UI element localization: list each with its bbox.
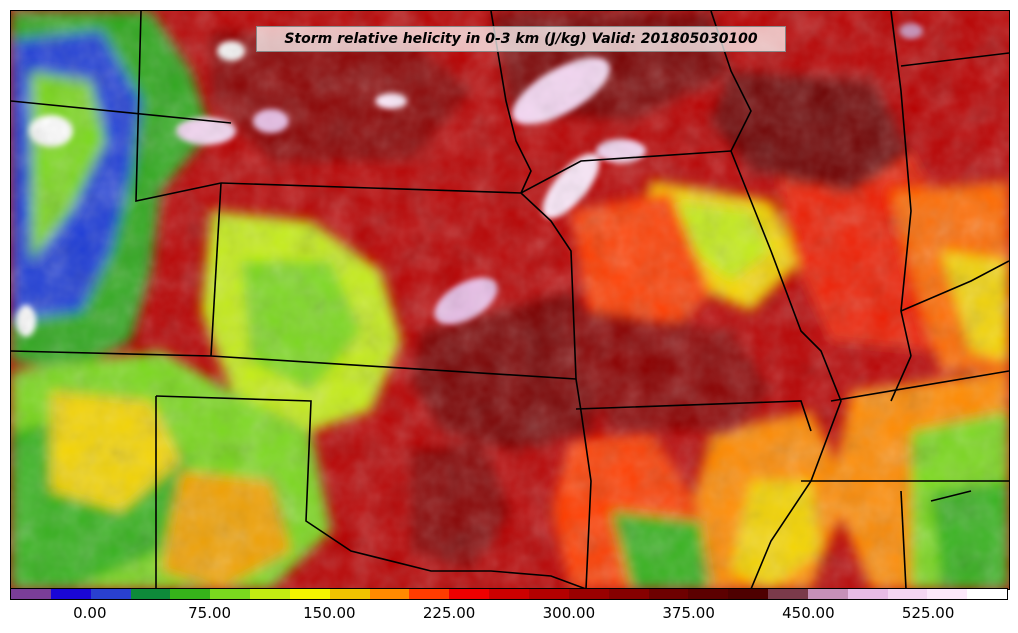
colorbar-segment <box>927 589 968 599</box>
colorbar-segment <box>608 589 649 599</box>
colorbar-segment <box>489 589 529 599</box>
colorbar-segment <box>768 589 808 599</box>
colorbar-segment <box>90 589 131 599</box>
helicity-map: Storm relative helicity in 0-3 km (J/kg)… <box>10 10 1010 590</box>
colorbar-segment <box>409 589 450 599</box>
map-canvas <box>11 11 1009 589</box>
colorbar <box>10 588 1008 600</box>
colorbar-segment <box>11 589 51 599</box>
state-boundaries <box>11 11 1009 589</box>
colorbar-segment <box>250 589 290 599</box>
colorbar-segment <box>130 589 171 599</box>
colorbar-segment <box>688 589 729 599</box>
colorbar-segment <box>887 589 928 599</box>
map-title: Storm relative helicity in 0-3 km (J/kg)… <box>284 31 758 47</box>
colorbar-segment <box>369 589 410 599</box>
colorbar-tick-label: 225.00 <box>422 604 476 622</box>
colorbar-segment <box>449 589 490 599</box>
colorbar-segment <box>50 589 91 599</box>
colorbar-segment <box>847 589 888 599</box>
colorbar-segment <box>648 589 689 599</box>
colorbar-tick-label: 375.00 <box>662 604 715 622</box>
colorbar-ticks: 0.00 75.00 150.00 225.00 300.00 375.00 450.00 5… <box>10 600 1008 630</box>
colorbar-tick-label: 0.00 <box>73 604 107 622</box>
colorbar-segment <box>728 589 769 599</box>
colorbar-segment <box>807 589 848 599</box>
map-title-box: Storm relative helicity in 0-3 km (J/kg)… <box>256 26 786 52</box>
colorbar-segment <box>170 589 211 599</box>
texture-overlay <box>11 11 1009 589</box>
colorbar-tick-label: 300.00 <box>542 604 596 622</box>
colorbar-tick-label: 150.00 <box>303 604 356 622</box>
colorbar-segment <box>568 589 609 599</box>
colorbar-segment <box>289 589 330 599</box>
colorbar-tick-label: 450.00 <box>782 604 835 622</box>
colorbar-segment <box>528 589 569 599</box>
colorbar-tick-label: 525.00 <box>901 604 955 622</box>
colorbar-segment <box>210 589 251 599</box>
colorbar-segment <box>329 589 370 599</box>
colorbar-segment <box>967 589 1008 599</box>
colorbar-tick-label: 75.00 <box>188 604 232 622</box>
